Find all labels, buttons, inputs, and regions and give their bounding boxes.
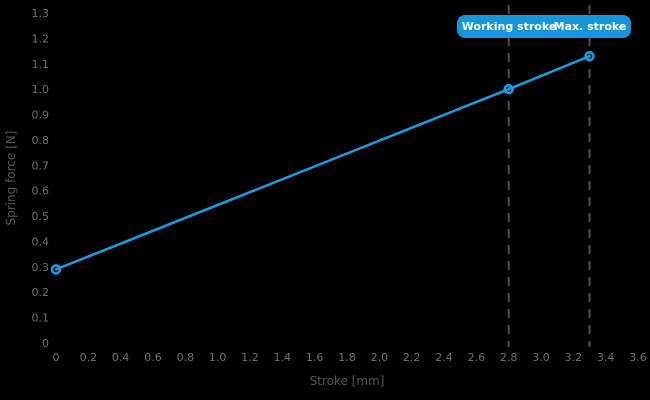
y-tick-label: 0 bbox=[42, 337, 49, 350]
x-tick-label: 3.6 bbox=[629, 351, 647, 364]
y-tick-label: 0.7 bbox=[32, 159, 50, 172]
x-tick-label: 3.2 bbox=[565, 351, 583, 364]
y-tick-label: 0.5 bbox=[32, 210, 50, 223]
y-tick-label: 0.3 bbox=[32, 261, 50, 274]
x-tick-label: 1.4 bbox=[274, 351, 292, 364]
y-tick-label: 0.8 bbox=[32, 134, 50, 147]
x-tick-label: 0.2 bbox=[80, 351, 98, 364]
y-tick-label: 0.9 bbox=[32, 109, 50, 122]
x-tick-label: 0 bbox=[53, 351, 60, 364]
x-tick-label: 2.8 bbox=[500, 351, 518, 364]
x-tick-label: 3.0 bbox=[532, 351, 550, 364]
y-tick-label: 1.0 bbox=[32, 83, 50, 96]
x-tick-label: 0.6 bbox=[144, 351, 162, 364]
y-tick-label: 0.1 bbox=[32, 312, 50, 325]
x-tick-label: 1.2 bbox=[241, 351, 259, 364]
y-tick-label: 0.4 bbox=[32, 235, 50, 248]
spring-force-line bbox=[54, 54, 591, 271]
x-tick-label: 2.4 bbox=[435, 351, 453, 364]
data-point-marker bbox=[503, 83, 514, 95]
y-axis-title: Spring force [N] bbox=[4, 130, 18, 226]
x-tick-label: 1.0 bbox=[209, 351, 227, 364]
data-point-marker bbox=[50, 264, 62, 275]
x-tick-label: 1.6 bbox=[306, 351, 324, 364]
y-tick-label: 0.2 bbox=[32, 286, 50, 299]
stroke-legend-badge: Working stroke Max. stroke bbox=[457, 15, 631, 38]
x-tick-label: 0.8 bbox=[177, 351, 195, 364]
x-tick-label: 2.2 bbox=[403, 351, 421, 364]
y-tick-label: 1.1 bbox=[32, 58, 50, 71]
data-point-marker bbox=[584, 50, 595, 62]
x-tick-label: 2.0 bbox=[371, 351, 389, 364]
x-axis-title: Stroke [mm] bbox=[309, 374, 385, 388]
x-tick-label: 3.4 bbox=[597, 351, 615, 364]
x-tick-label: 0.4 bbox=[112, 351, 130, 364]
working-stroke-label: Working stroke bbox=[461, 20, 557, 33]
y-tick-label: 0.6 bbox=[32, 185, 50, 198]
max-stroke-label: Max. stroke bbox=[553, 20, 627, 33]
x-tick-label: 1.8 bbox=[338, 351, 356, 364]
y-tick-label: 1.3 bbox=[32, 7, 50, 20]
y-tick-label: 1.2 bbox=[32, 32, 50, 45]
x-tick-label: 2.6 bbox=[468, 351, 486, 364]
